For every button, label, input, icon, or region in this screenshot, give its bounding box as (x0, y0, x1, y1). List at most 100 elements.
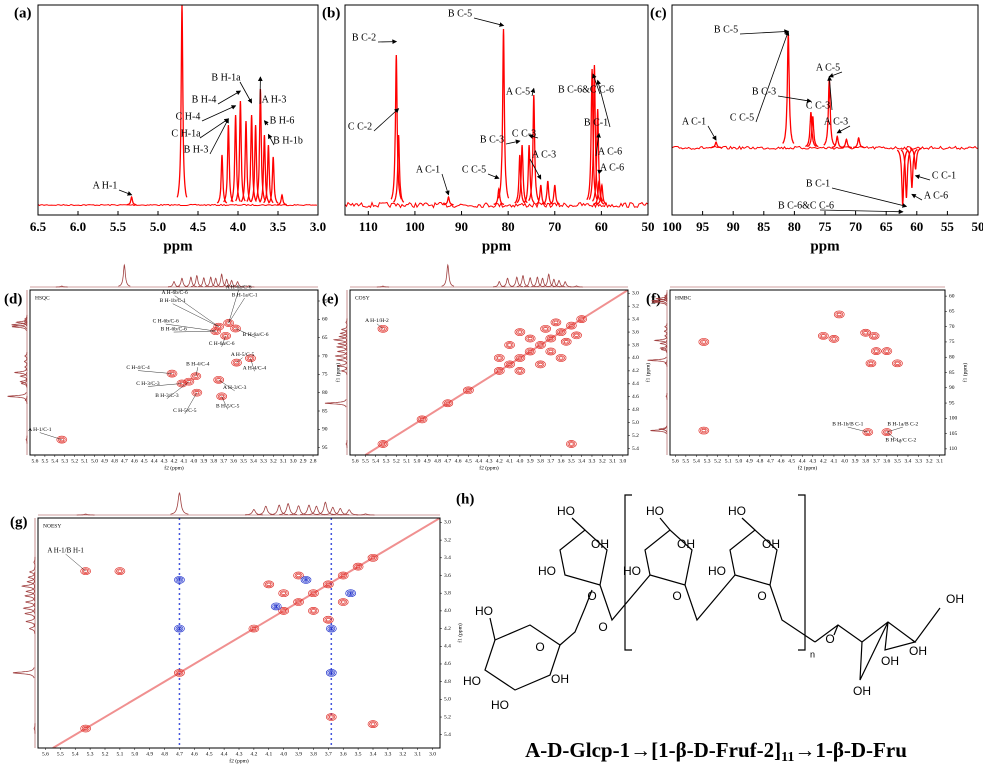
arrow (118, 189, 133, 196)
x-tick-label: 4.2 (250, 751, 257, 757)
cross-peak (862, 428, 874, 436)
y-tick-label: 65 (322, 335, 328, 341)
panel-1d: (c) 100 95 90 85 80 75 70 65 60 55 50 ppm B C-5 A C-5 B… (650, 4, 983, 254)
x-tick-label: 3.5 (568, 458, 575, 464)
arrow (777, 95, 812, 104)
y-tick-label: 80 (949, 354, 955, 360)
contour (699, 339, 708, 345)
atom-label: OH (551, 672, 569, 686)
projection-peak (21, 580, 35, 592)
contour (819, 333, 828, 339)
bond (571, 517, 586, 531)
contour (339, 572, 348, 579)
projection-peak (215, 273, 228, 287)
contour (535, 360, 546, 369)
projection-peak (25, 585, 36, 597)
x-tick-label: 4.6 (131, 458, 138, 464)
contour (576, 315, 588, 323)
contour (443, 400, 452, 406)
contour (59, 437, 65, 442)
contour (246, 355, 255, 361)
x-tick-label: 5.6 (42, 751, 49, 757)
contour (327, 714, 336, 720)
x-tick-label: 3.0 (290, 458, 297, 464)
peak (176, 5, 188, 198)
arrow (174, 295, 219, 327)
contour (303, 578, 309, 582)
peak (259, 134, 270, 203)
contour (507, 362, 512, 367)
x-tick-label: 5.1 (403, 458, 410, 464)
contour (340, 573, 346, 578)
contour (495, 368, 504, 374)
contour (354, 563, 362, 570)
contour (234, 360, 239, 365)
contour (327, 670, 336, 676)
contour (514, 367, 526, 375)
contour (442, 399, 454, 408)
contour (266, 582, 272, 586)
contour (324, 616, 333, 623)
projection-peak (336, 347, 347, 356)
contour (370, 722, 376, 726)
cross-peak (174, 668, 185, 677)
annotation: B C-3 (752, 86, 776, 97)
cross-peak (308, 607, 319, 615)
bond (559, 589, 593, 646)
x-tick-label: 4.5 (206, 751, 213, 757)
x-tick-label: 3.5 (240, 458, 247, 464)
projection-peak (27, 572, 36, 583)
cross-peak (114, 567, 126, 575)
x-tick-label: 3.2 (599, 458, 606, 464)
y-tick-label: 3.2 (444, 537, 451, 543)
atom-label: O (757, 589, 766, 603)
projection-peak (660, 346, 668, 353)
contour (80, 724, 91, 733)
y-tick-label: 105 (949, 431, 958, 437)
cross-peak (80, 567, 91, 575)
contour (322, 615, 334, 624)
x-tick-label: 5.5 (41, 458, 48, 464)
contour (264, 581, 273, 588)
arrow (530, 87, 536, 97)
cross-peak (818, 331, 829, 340)
contour (166, 369, 178, 378)
projection-peak (524, 277, 537, 287)
x-tick-label: 3.0 (310, 219, 326, 234)
contour (309, 590, 318, 596)
cross-peak (545, 347, 557, 356)
contour (557, 355, 565, 361)
cross-peak (293, 598, 304, 606)
cross-peak (571, 331, 582, 340)
contour (496, 356, 502, 360)
peak (852, 136, 865, 149)
fructose-ring (644, 529, 693, 586)
contour (355, 565, 361, 569)
bond (769, 584, 816, 643)
panel-label: (g) (10, 514, 28, 530)
contour (177, 578, 182, 582)
contour (380, 442, 386, 446)
annotation: C H-3/C-3 (136, 381, 160, 387)
contour (540, 324, 551, 333)
panel-label: (h) (456, 491, 474, 507)
arrow (221, 396, 228, 410)
x-tick-label: 4.0 (190, 458, 197, 464)
contour (185, 378, 193, 385)
experiment-name: HMBC (675, 295, 692, 301)
color-dot (305, 578, 307, 581)
contour (548, 336, 554, 341)
x-tick-label: 3.7 (547, 458, 554, 464)
panel-2d: (f) HMBC 5.6 5.5 5.4 5.3 5.2 5.1 5.0 4.9 4.8 4.7 4.6… (646, 286, 968, 471)
projection-peak (339, 329, 348, 338)
contour (507, 343, 512, 347)
cross-peak (352, 562, 364, 571)
contour (699, 427, 708, 434)
x-tick-label: 110 (359, 219, 378, 234)
caption-part: A-D-Glcp-1→[1-β-D-Fruf-2] (525, 738, 781, 762)
contour (543, 327, 548, 331)
atom-label: OH (677, 537, 695, 551)
contour (516, 355, 524, 361)
annotation: B C-5 (714, 24, 738, 35)
y-tick-label: 60 (322, 317, 328, 323)
